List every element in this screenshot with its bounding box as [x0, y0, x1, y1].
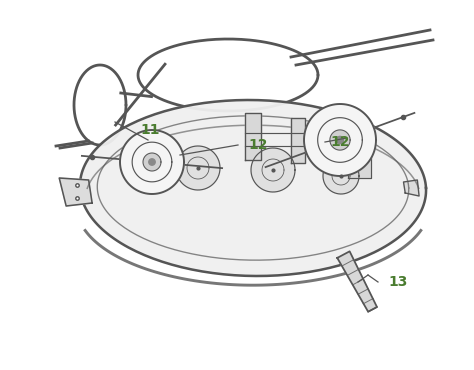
Text: 11: 11	[140, 123, 159, 137]
Polygon shape	[149, 159, 155, 165]
Polygon shape	[323, 158, 359, 194]
Text: 12: 12	[330, 135, 349, 149]
Polygon shape	[251, 148, 295, 192]
Polygon shape	[245, 113, 261, 160]
Polygon shape	[291, 118, 305, 163]
Polygon shape	[143, 153, 161, 171]
Text: 12: 12	[248, 138, 267, 152]
Polygon shape	[120, 130, 184, 194]
Polygon shape	[80, 100, 426, 276]
Polygon shape	[304, 104, 376, 176]
Polygon shape	[176, 146, 220, 190]
Polygon shape	[348, 143, 371, 178]
Polygon shape	[403, 180, 419, 196]
Polygon shape	[337, 251, 377, 312]
Text: 13: 13	[388, 275, 407, 289]
Polygon shape	[59, 178, 92, 206]
Polygon shape	[337, 137, 344, 144]
Polygon shape	[330, 130, 350, 150]
